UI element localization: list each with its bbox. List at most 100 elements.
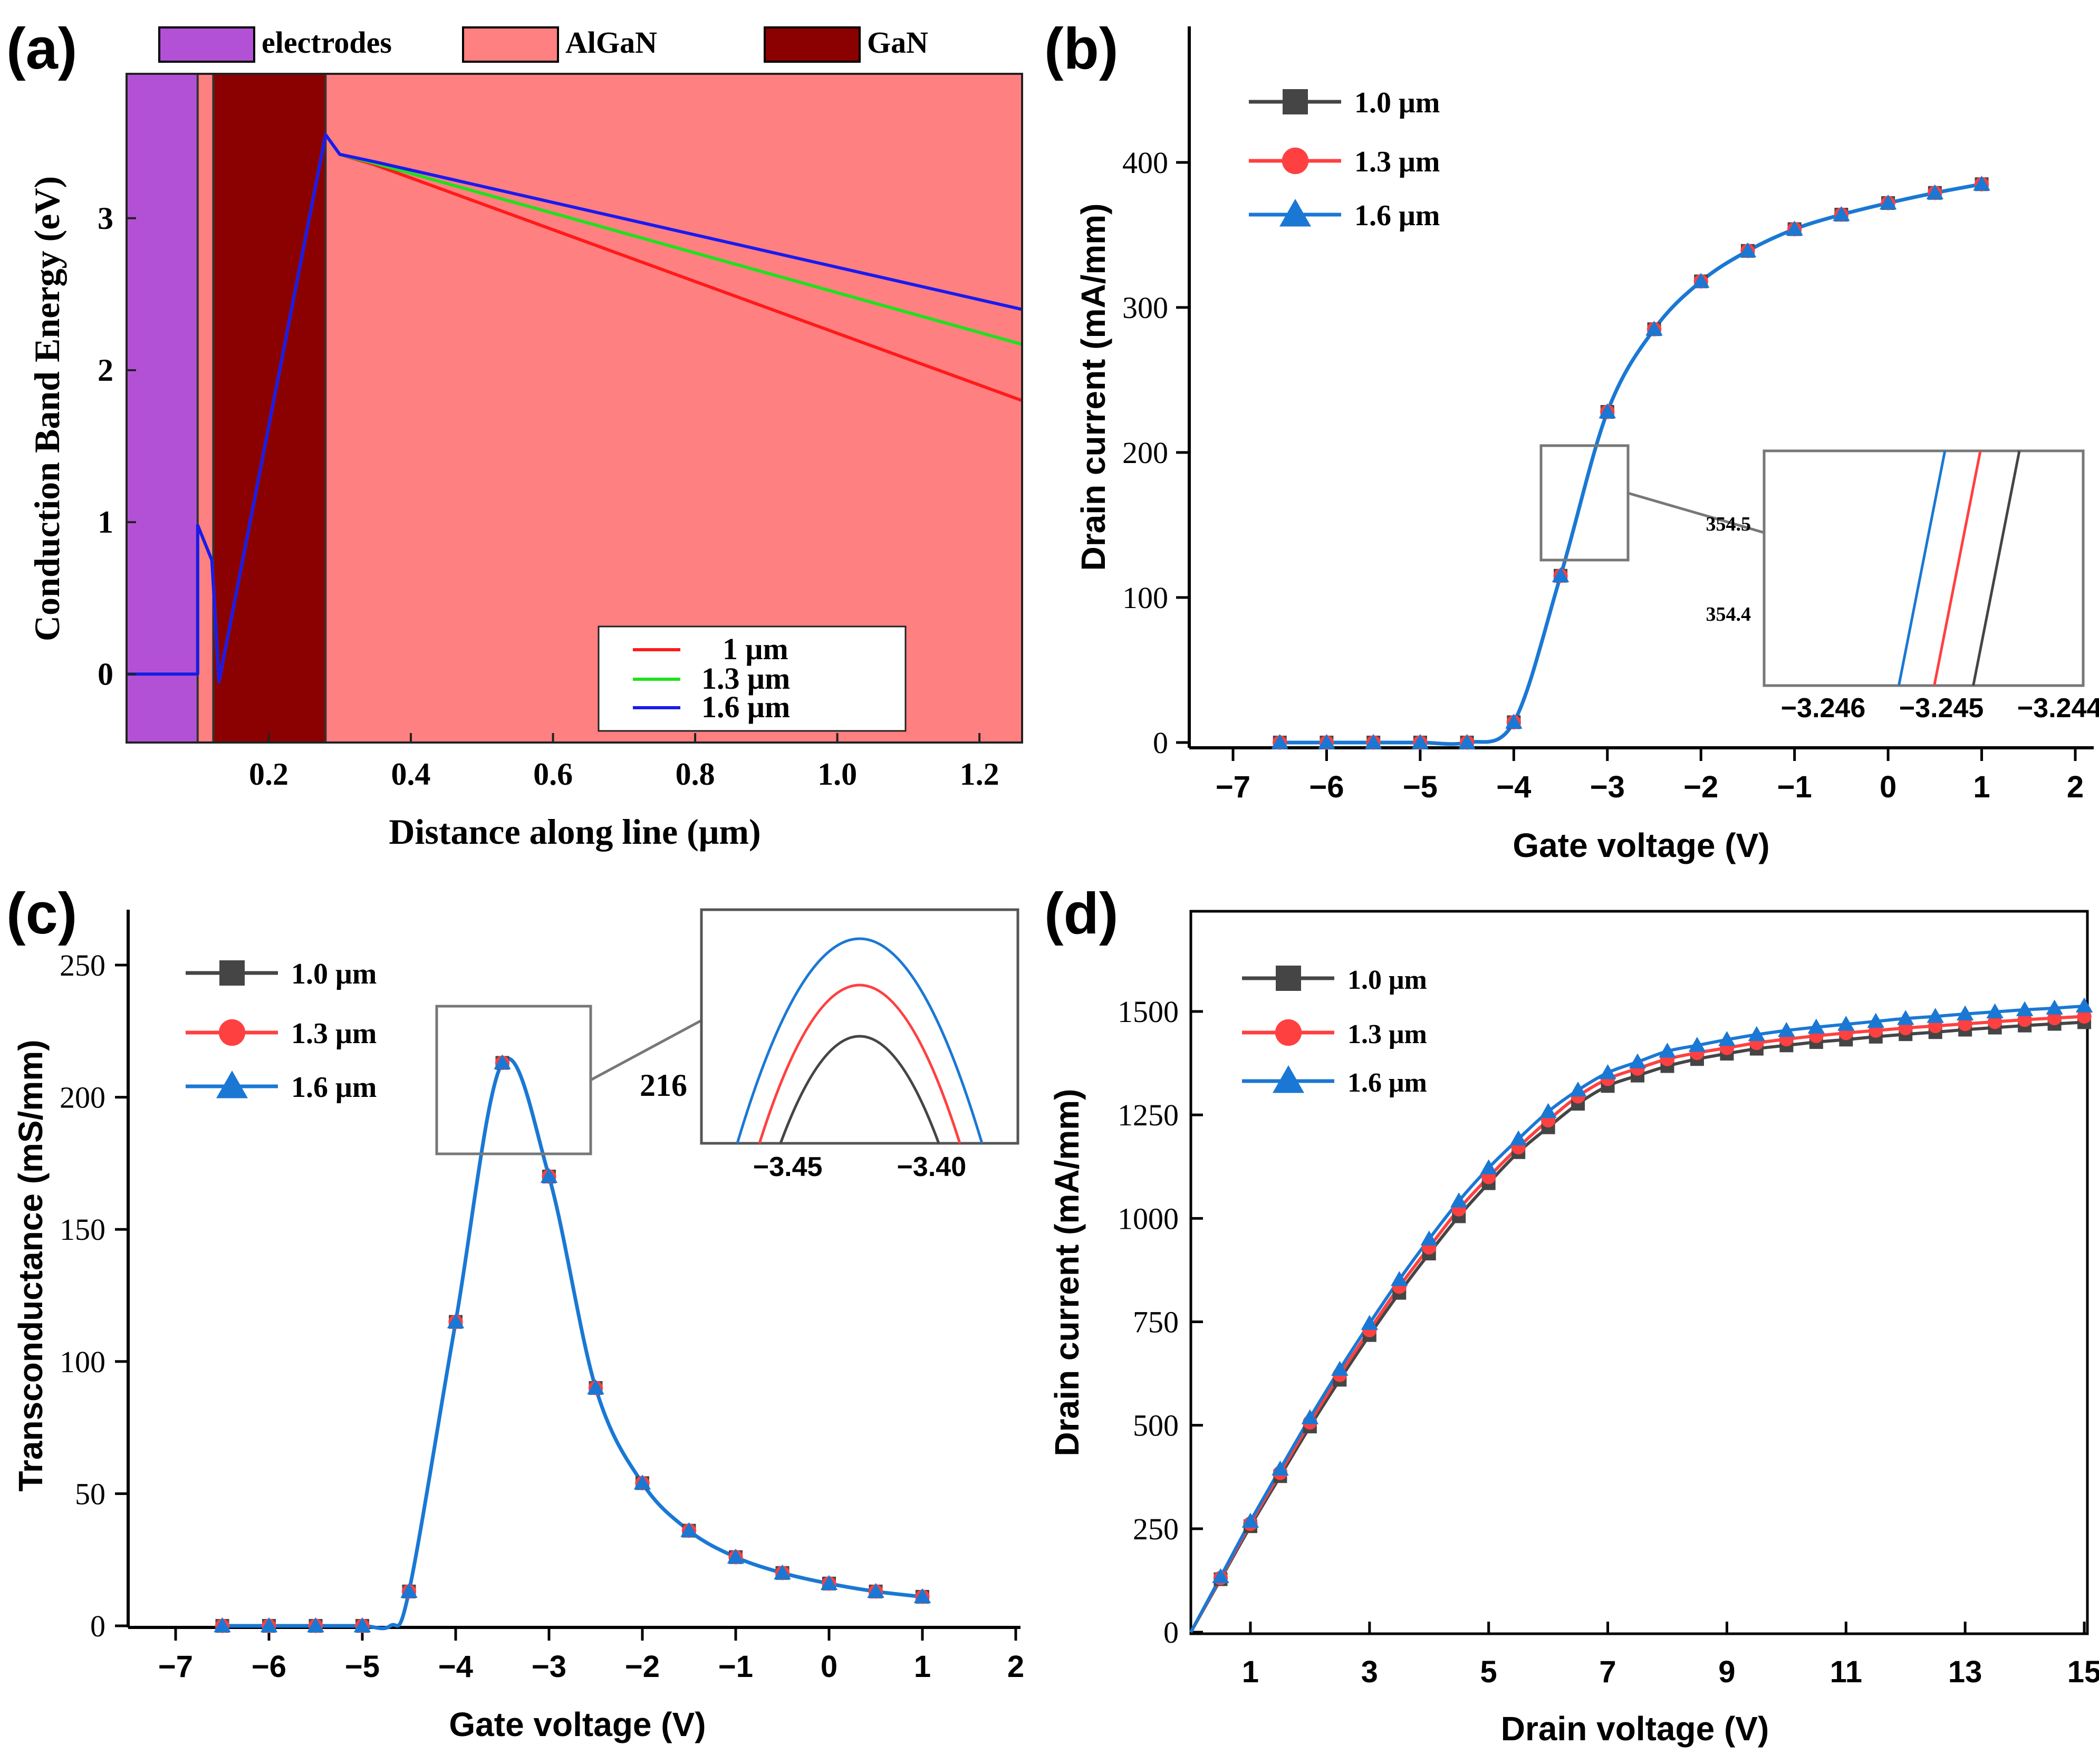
legend-swatch-gan [764,26,861,63]
x-tick-label: −5 [345,1650,380,1684]
marker-triangle [494,1054,511,1069]
region-algan [197,74,214,743]
x-tick-label: −3 [532,1650,566,1684]
x-tick-label: 0.6 [533,757,573,792]
y-tick-label: 250 [60,948,105,982]
x-tick-label: −2 [1683,770,1718,804]
x-tick-label: 1.0 [817,757,857,792]
marker-triangle [1748,1026,1766,1042]
curve-1 [1189,1020,2085,1633]
y-tick-label: 0 [1163,1615,1179,1650]
inset-x-tick-label: −3.45 [753,1152,823,1182]
marker-triangle [1956,1005,1974,1020]
y-tick-label: 1500 [1118,995,1179,1029]
marker-triangle [587,1379,604,1395]
legend-label-2: 1.3 μm [1347,1019,1427,1049]
legend-label-3: 1.6 μm [291,1071,377,1104]
legend-label-2: 1.3 μm [291,1017,377,1050]
region-legend: electrodes AlGaN GaN [158,25,928,63]
curve-2 [1189,1015,2085,1633]
marker-triangle [1391,1271,1408,1286]
y-axis-title: Drain current (mA/mm) [1048,1089,1086,1457]
axis-ticks: 0.2 0.4 0.6 0.8 1.0 1.2 0 1 2 3 [98,201,999,792]
marker-triangle [1786,220,1803,236]
x-axis-title: Distance along line (μm) [389,812,760,852]
x-tick-label: 0.2 [249,757,288,792]
x-tick-label: 2 [1007,1650,1024,1684]
x-tick-label: −7 [158,1650,193,1684]
marker-triangle [1778,1021,1795,1037]
data-markers [1212,997,2093,1586]
x-tick-label: 0.8 [676,757,715,792]
y-tick-label: 100 [60,1345,105,1379]
x-tick-label: 1.2 [960,757,999,792]
marker-triangle [1361,1315,1379,1330]
legend-marker-triangle [1273,1065,1304,1093]
x-tick-label: 0.4 [391,757,431,792]
y-axis-title: Drain current (mA/mm) [1074,204,1112,571]
legend-label-1-6um: 1.6 μm [701,690,790,724]
curves [1189,1004,2085,1633]
axis-ticks: −7 −6 −5 −4 −3 −2 −1 0 1 2 0 100 200 300 400 [1122,146,2084,804]
marker-triangle [1833,206,1850,221]
marker-triangle [540,1168,558,1183]
marker-triangle [1241,1512,1259,1528]
zoom-connector [1628,491,1765,534]
legend-label-1: 1.0 μm [1354,86,1440,119]
y-tick-label: 500 [1133,1409,1179,1443]
marker-triangle [1411,734,1429,749]
marker-triangle [913,1588,931,1604]
inset-arc-3 [736,937,984,1144]
legend-marker-square [1276,966,1301,991]
marker-triangle [1450,1192,1468,1208]
panel-d-tag: (d) [1044,881,1118,946]
marker-triangle [447,1313,465,1328]
legend-label-algan: AlGaN [565,25,657,60]
y-tick-label: 750 [1133,1305,1179,1339]
panel-c-transconductance: (c) −7 −6 −5 −4 −3 −2 −1 0 1 2 0 50 100 150 200 250 1.0… [6,881,1024,1743]
marker-triangle [1973,176,1990,191]
inset-y-tick-label: 354.5 [1706,513,1751,535]
y-tick-label: 2 [98,353,113,388]
marker-triangle [1480,1159,1497,1174]
marker-triangle [1539,1103,1557,1119]
plot-frame [1189,910,2089,1635]
marker-triangle [1879,194,1897,210]
legend-label-1: 1.0 μm [291,958,377,990]
x-tick-label: 1 [914,1650,931,1684]
y-tick-label: 200 [1122,436,1168,470]
x-tick-label: 0 [1880,770,1896,804]
y-tick-label: 0 [98,657,113,691]
zoom-box [435,1005,592,1155]
y-tick-label: 3 [98,201,113,236]
marker-triangle [1271,734,1288,749]
inset-frame [700,908,1019,1145]
marker-triangle [1718,1031,1736,1046]
marker-triangle [1212,1568,1229,1584]
x-tick-label: 0 [821,1650,837,1684]
legend-label-3: 1.6 μm [1347,1068,1427,1098]
marker-triangle [400,1583,418,1598]
y-axis-title: Conduction Band Energy (eV) [27,176,67,641]
region-electrodes [127,74,198,743]
inset-arc-2 [758,984,961,1144]
region-gan [213,74,326,743]
x-tick-label: 5 [1480,1655,1497,1689]
legend-marker-circle [218,1019,246,1046]
inset-line-1 [1897,450,1947,686]
marker-triangle [1692,273,1710,288]
curves [222,1056,923,1631]
curve-3 [222,1056,923,1631]
marker-triangle [680,1522,698,1537]
marker-triangle [1629,1053,1647,1068]
legend-label-3: 1.6 μm [1354,199,1440,232]
marker-triangle [1505,714,1523,729]
legend-marker-square [1283,89,1308,114]
marker-triangle [1318,734,1335,749]
marker-triangle [1364,734,1382,749]
legend: 1.0 μm 1.3 μm 1.6 μm [1249,86,1440,232]
marker-circle [2077,1009,2092,1024]
x-tick-label: −7 [1216,770,1250,804]
x-tick-label: −1 [718,1650,753,1684]
inset-arc-1 [779,1035,940,1144]
